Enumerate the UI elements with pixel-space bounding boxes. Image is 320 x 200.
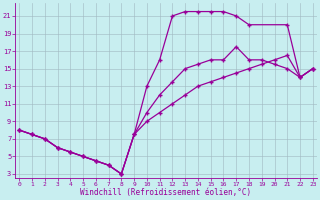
X-axis label: Windchill (Refroidissement éolien,°C): Windchill (Refroidissement éolien,°C) — [80, 188, 252, 197]
